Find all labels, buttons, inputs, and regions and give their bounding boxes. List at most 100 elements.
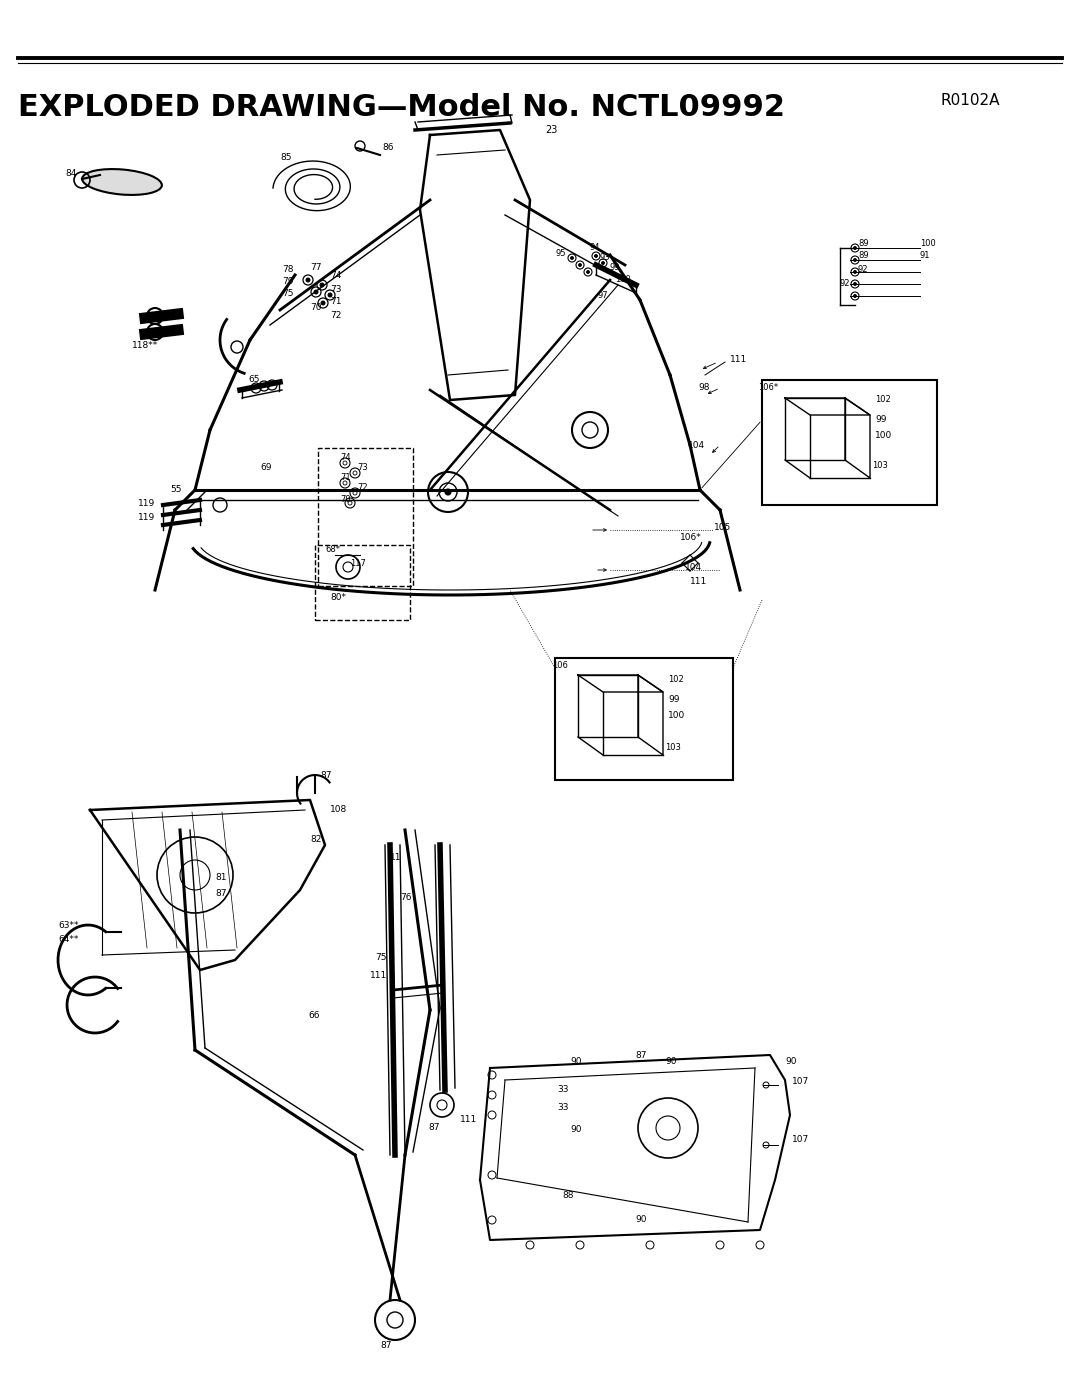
Text: 66: 66 — [308, 1010, 320, 1020]
Text: EXPLODED DRAWING—Model No. NCTL09992: EXPLODED DRAWING—Model No. NCTL09992 — [18, 94, 785, 122]
Text: 105: 105 — [714, 522, 731, 531]
Text: 103: 103 — [872, 461, 888, 469]
Text: 63**: 63** — [58, 921, 79, 929]
Text: 71: 71 — [330, 298, 341, 306]
Text: 98: 98 — [698, 384, 710, 393]
Text: 104: 104 — [688, 440, 705, 450]
Circle shape — [853, 282, 856, 285]
Text: 72: 72 — [330, 310, 341, 320]
Text: 79: 79 — [282, 278, 294, 286]
Text: 102: 102 — [875, 395, 891, 405]
Bar — [318, 448, 413, 585]
Circle shape — [353, 471, 357, 475]
Text: 119: 119 — [138, 514, 156, 522]
Text: 86: 86 — [382, 142, 393, 151]
Text: 77: 77 — [310, 264, 322, 272]
Circle shape — [328, 293, 332, 298]
Text: 11: 11 — [390, 854, 402, 862]
Text: 82: 82 — [310, 835, 322, 845]
Ellipse shape — [82, 169, 162, 196]
Circle shape — [579, 264, 581, 267]
Circle shape — [602, 261, 605, 264]
Text: 73: 73 — [357, 462, 368, 472]
Text: 103: 103 — [665, 743, 680, 753]
Text: 104: 104 — [685, 563, 702, 573]
Text: 106: 106 — [552, 661, 568, 669]
Text: 71: 71 — [340, 472, 351, 482]
Bar — [555, 658, 733, 780]
Text: 100: 100 — [920, 239, 935, 247]
Text: 65: 65 — [248, 376, 259, 384]
Circle shape — [353, 490, 357, 495]
Text: 23: 23 — [545, 124, 557, 136]
Text: 97: 97 — [598, 291, 609, 299]
Circle shape — [853, 258, 856, 261]
Text: 99: 99 — [610, 264, 621, 272]
Text: 64**: 64** — [58, 936, 79, 944]
Text: 102: 102 — [669, 676, 684, 685]
Text: 99: 99 — [669, 696, 679, 704]
Text: 99: 99 — [875, 415, 887, 425]
Text: 111: 111 — [730, 355, 747, 365]
Circle shape — [321, 300, 325, 305]
Text: 75: 75 — [282, 289, 294, 299]
Text: 90: 90 — [570, 1126, 581, 1134]
Text: 108: 108 — [330, 806, 348, 814]
Text: 75: 75 — [375, 954, 387, 963]
Text: 74: 74 — [330, 271, 341, 279]
Text: 74: 74 — [340, 454, 351, 462]
Circle shape — [853, 271, 856, 274]
Text: 118**: 118** — [132, 341, 159, 349]
Text: 90: 90 — [785, 1058, 797, 1066]
Text: 33: 33 — [557, 1085, 568, 1094]
Circle shape — [586, 271, 590, 274]
Text: 90: 90 — [665, 1058, 676, 1066]
Text: 111: 111 — [690, 577, 707, 587]
Text: 76: 76 — [400, 894, 411, 902]
Circle shape — [853, 246, 856, 250]
Circle shape — [147, 307, 163, 324]
Text: 72: 72 — [357, 482, 367, 492]
Text: 107: 107 — [792, 1077, 809, 1087]
Text: 73: 73 — [330, 285, 341, 295]
Text: 81: 81 — [215, 873, 227, 883]
Bar — [762, 380, 937, 504]
Text: 94: 94 — [590, 243, 600, 253]
Circle shape — [314, 291, 318, 293]
Text: 106*: 106* — [758, 384, 778, 393]
Circle shape — [306, 278, 310, 282]
Text: 111: 111 — [370, 971, 388, 979]
Text: R0102A: R0102A — [940, 94, 999, 108]
Text: 88: 88 — [562, 1190, 573, 1200]
Text: 87: 87 — [635, 1051, 647, 1059]
Text: 91: 91 — [920, 251, 931, 260]
Text: 89: 89 — [858, 239, 868, 247]
Text: 100: 100 — [669, 711, 685, 719]
Text: 70: 70 — [340, 496, 351, 504]
Text: 100: 100 — [875, 430, 892, 440]
Text: 78: 78 — [282, 265, 294, 274]
Text: 87: 87 — [428, 1123, 440, 1133]
Text: 90: 90 — [570, 1058, 581, 1066]
Text: 87: 87 — [380, 1341, 391, 1350]
Bar — [315, 545, 410, 620]
Text: 111: 111 — [460, 1115, 477, 1125]
Circle shape — [343, 562, 353, 571]
Text: 84: 84 — [65, 169, 77, 177]
Text: 55: 55 — [170, 486, 181, 495]
Text: 69: 69 — [260, 464, 271, 472]
Text: 95: 95 — [555, 249, 566, 257]
Text: 33: 33 — [557, 1104, 568, 1112]
Text: 100: 100 — [615, 275, 631, 285]
Text: 85: 85 — [280, 154, 292, 162]
Circle shape — [320, 284, 324, 286]
Text: 70: 70 — [310, 303, 322, 312]
Text: 90: 90 — [635, 1215, 647, 1225]
Text: 80*: 80* — [330, 594, 346, 602]
Circle shape — [348, 502, 352, 504]
Text: 92: 92 — [858, 265, 868, 274]
Text: 92: 92 — [840, 279, 851, 289]
Text: 117: 117 — [350, 559, 366, 567]
Text: 106*: 106* — [680, 534, 702, 542]
Text: 107: 107 — [792, 1136, 809, 1144]
